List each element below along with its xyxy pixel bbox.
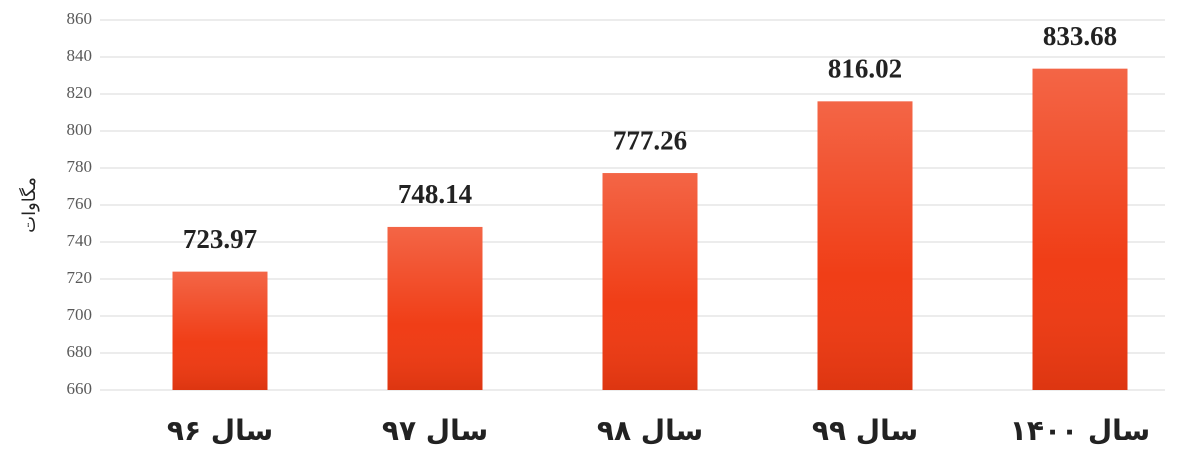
data-label: 777.26 — [613, 125, 687, 155]
y-tick-label: 780 — [67, 157, 93, 176]
bar-shine — [172, 271, 268, 390]
y-axis-title: مگاوات — [18, 177, 40, 233]
y-tick-label: 660 — [67, 379, 93, 398]
x-tick-label: سال ۹۶ — [167, 414, 273, 447]
bar-shine — [1032, 68, 1128, 390]
y-tick-label: 700 — [67, 305, 93, 324]
y-tick-label: 720 — [67, 268, 93, 287]
x-tick-label: سال ۹۷ — [382, 414, 488, 447]
y-tick-label: 840 — [67, 46, 93, 65]
y-tick-label: 680 — [67, 342, 93, 361]
bar-shine — [602, 173, 698, 390]
y-tick-label: 820 — [67, 83, 93, 102]
y-tick-label: 760 — [67, 194, 93, 213]
y-tick-label: 740 — [67, 231, 93, 250]
bar-shine — [387, 226, 483, 390]
y-tick-label: 860 — [67, 9, 93, 28]
data-label: 723.97 — [183, 224, 257, 254]
data-label: 833.68 — [1043, 21, 1117, 51]
bar-shine — [817, 101, 913, 390]
x-tick-label: سال ۹۹ — [812, 414, 918, 447]
x-tick-label: سال ۹۸ — [597, 414, 703, 447]
x-tick-label: سال ۱۴۰۰ — [1010, 414, 1150, 447]
data-label: 816.02 — [828, 54, 902, 84]
data-label: 748.14 — [398, 179, 472, 209]
y-tick-label: 800 — [67, 120, 93, 139]
